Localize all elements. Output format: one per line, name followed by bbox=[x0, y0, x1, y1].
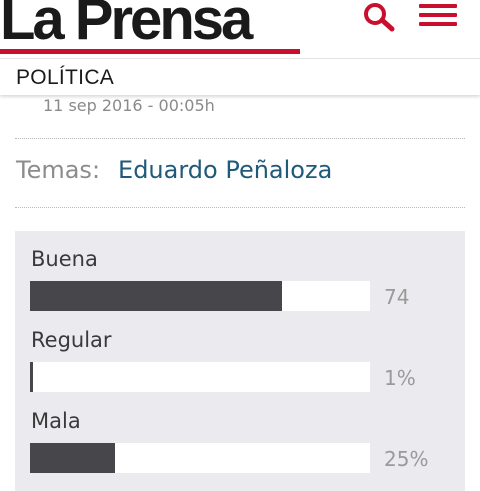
search-icon bbox=[364, 3, 395, 32]
topic-link[interactable]: Eduardo Peñaloza bbox=[118, 156, 333, 184]
poll-option-value: 74 bbox=[384, 285, 410, 309]
poll-bar-fill bbox=[30, 281, 282, 311]
topics-label: Temas: bbox=[16, 156, 101, 184]
poll-option-value: 1% bbox=[384, 366, 416, 390]
menu-button[interactable] bbox=[415, 0, 461, 30]
poll-option-label: Mala bbox=[31, 409, 81, 433]
poll-bar-track bbox=[30, 281, 370, 311]
poll-option: Buena 74 bbox=[15, 231, 465, 312]
poll-bar-track bbox=[30, 362, 370, 392]
poll-results: Buena 74 Regular 1% Mala 25% bbox=[15, 231, 465, 491]
poll-option: Regular 1% bbox=[15, 312, 465, 393]
logo-underline bbox=[0, 49, 300, 54]
divider bbox=[15, 138, 465, 139]
site-logo[interactable]: La Prensa bbox=[0, 0, 253, 52]
poll-option-label: Buena bbox=[31, 247, 98, 271]
article-date: 11 sep 2016 - 00:05h bbox=[43, 96, 215, 115]
poll-option: Mala 25% bbox=[15, 393, 465, 474]
section-label[interactable]: POLÍTICA bbox=[16, 66, 115, 89]
search-button[interactable] bbox=[358, 0, 398, 34]
poll-bar-track bbox=[30, 443, 370, 473]
hamburger-menu-icon bbox=[419, 4, 457, 8]
topics: Temas: Eduardo Peñaloza bbox=[16, 156, 332, 184]
poll-bar-fill bbox=[30, 443, 115, 473]
poll-option-label: Regular bbox=[31, 328, 112, 352]
divider bbox=[15, 207, 465, 208]
site-header: La Prensa bbox=[0, 0, 480, 58]
section-bar: POLÍTICA bbox=[0, 58, 480, 95]
poll-bar-fill bbox=[30, 362, 34, 392]
poll-option-value: 25% bbox=[384, 447, 429, 471]
